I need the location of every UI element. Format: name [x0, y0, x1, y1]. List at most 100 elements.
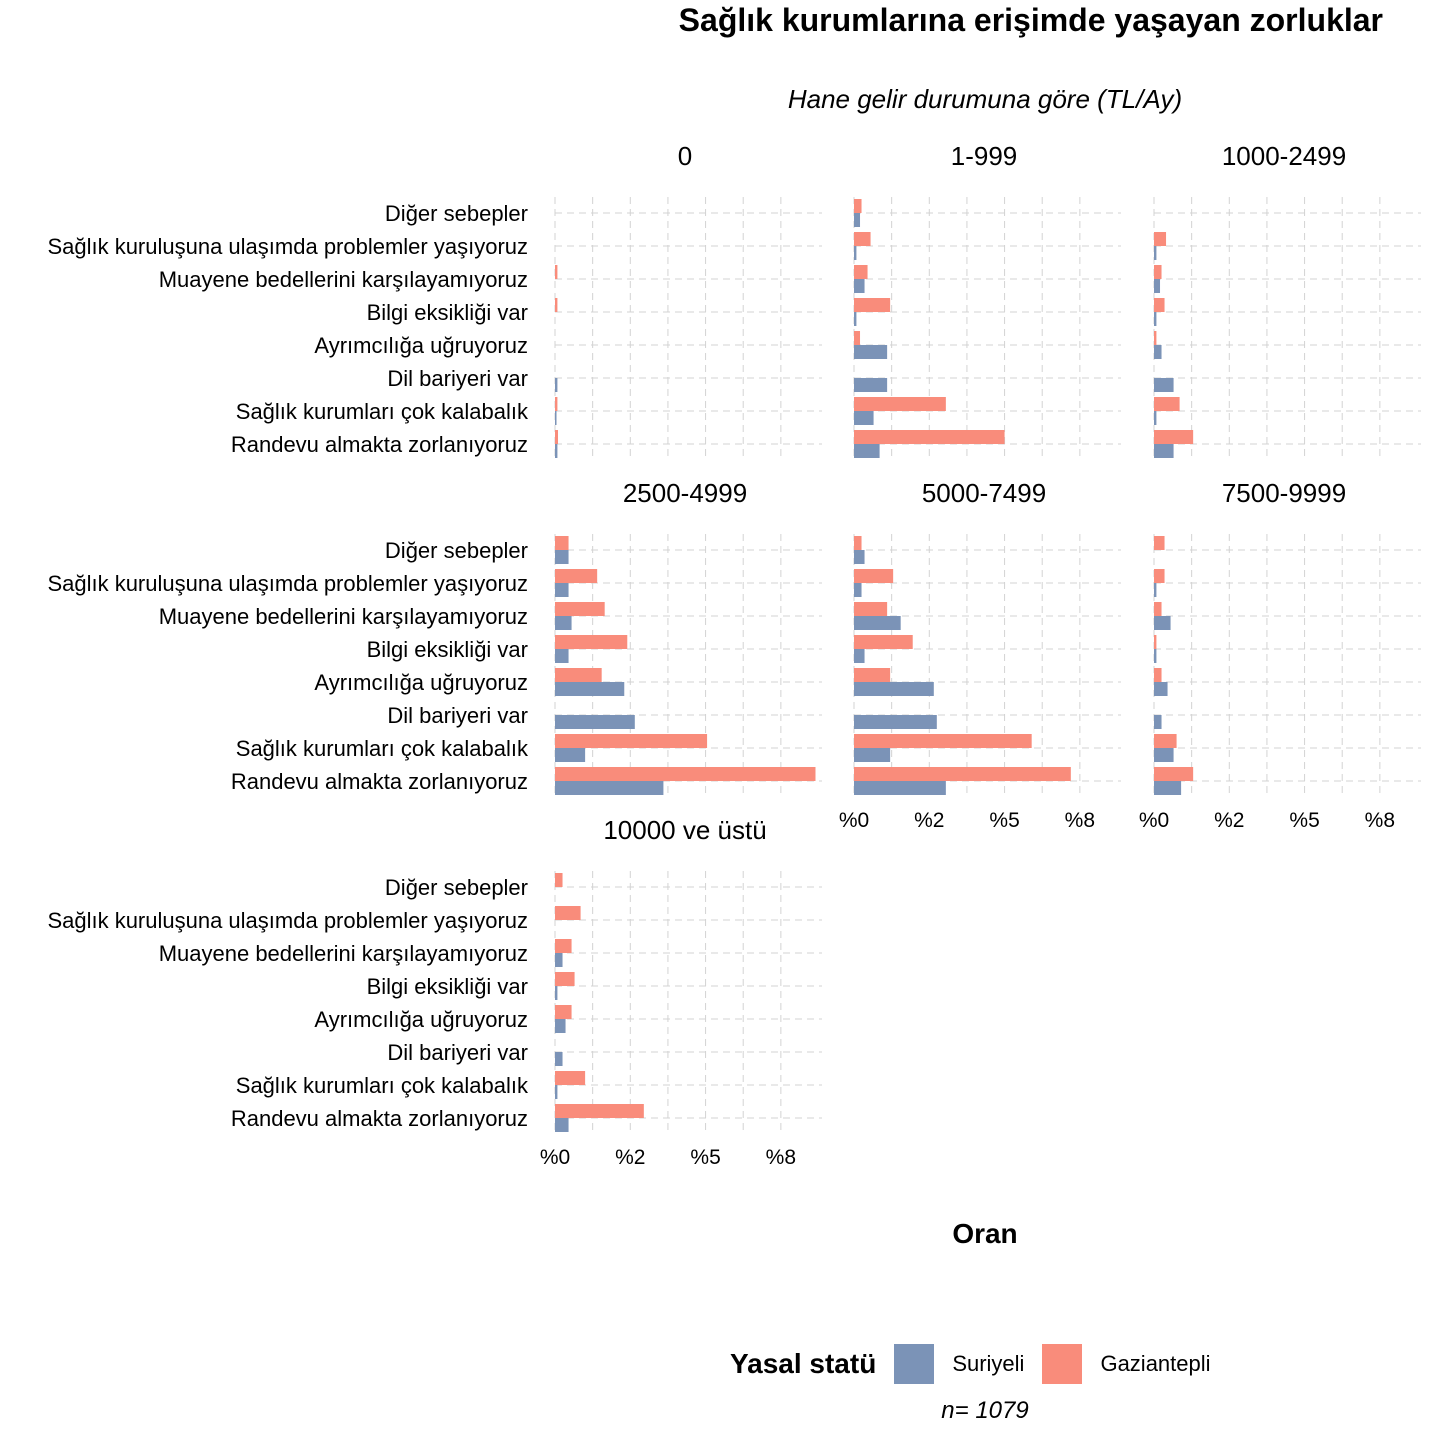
bar-suriyeli-10000-ve-st-1: [555, 1085, 558, 1099]
facet-label-7500-9999: 7500-9999: [1222, 478, 1346, 508]
x-tick-label: %8: [766, 1146, 796, 1169]
category-label-bilgi-eksikli-i-var: Bilgi eksikliği var: [367, 637, 528, 662]
bar-suriyeli-1-999-7: [854, 213, 861, 227]
category-label-ayr-mc-l-a-u-ruyoruz: Ayrımcılığa uğruyoruz: [314, 670, 528, 695]
category-label-randevu-almakta-zorlan-yoruz: Randevu almakta zorlanıyoruz: [231, 432, 528, 457]
bar-gaziantepli-1000-2499-5: [1154, 265, 1162, 279]
legend-swatch-gaziantepli: [1042, 1344, 1083, 1384]
category-label-randevu-almakta-zorlan-yoruz: Randevu almakta zorlanıyoruz: [231, 769, 528, 794]
bar-gaziantepli-1000-2499-4: [1154, 298, 1165, 312]
bar-gaziantepli-7500-9999-4: [1154, 635, 1157, 649]
legend-title: Yasal statü: [730, 1348, 877, 1379]
bar-suriyeli-10000-ve-st-3: [555, 1019, 566, 1033]
bar-gaziantepli-0-5: [555, 265, 558, 279]
category-label-randevu-almakta-zorlan-yoruz: Randevu almakta zorlanıyoruz: [231, 1106, 528, 1131]
bar-suriyeli-10000-ve-st-0: [555, 1118, 569, 1132]
bar-gaziantepli-7500-9999-1: [1154, 734, 1177, 748]
bar-gaziantepli-5000-7499-7: [854, 536, 862, 550]
bar-gaziantepli-1-999-1: [854, 397, 946, 411]
legend-item-gaziantepli: Gaziantepli: [1042, 1344, 1211, 1384]
legend-label-gaziantepli: Gaziantepli: [1100, 1351, 1211, 1376]
bar-suriyeli-5000-7499-0: [854, 781, 946, 795]
bar-suriyeli-10000-ve-st-4: [555, 986, 558, 1000]
bar-gaziantepli-0-0: [555, 430, 559, 444]
category-label-ayr-mc-l-a-u-ruyoruz: Ayrımcılığa uğruyoruz: [314, 1007, 528, 1032]
x-tick-label: %8: [1365, 809, 1395, 832]
legend-item-suriyeli: Suriyeli: [894, 1344, 1024, 1384]
bar-suriyeli-7500-9999-2: [1154, 715, 1162, 729]
facet-label-1000-2499: 1000-2499: [1222, 141, 1346, 171]
bar-gaziantepli-7500-9999-6: [1154, 569, 1165, 583]
x-tick-label: %5: [1289, 809, 1319, 832]
bar-suriyeli-2500-4999-4: [555, 649, 569, 663]
bar-gaziantepli-1-999-5: [854, 265, 868, 279]
bar-gaziantepli-10000-ve-st-0: [555, 1104, 644, 1118]
bar-suriyeli-1-999-0: [854, 444, 880, 458]
chart-subtitle: Hane gelir durumuna göre (TL/Ay): [787, 84, 1183, 114]
bar-gaziantepli-7500-9999-3: [1154, 668, 1162, 682]
category-label-muayene-bedellerini-kar-layam-yoruz: Muayene bedellerini karşılayamıyoruz: [159, 604, 528, 629]
bar-suriyeli-2500-4999-3: [555, 682, 625, 696]
bar-suriyeli-1-999-6: [854, 246, 857, 260]
category-label-di-er-sebepler: Diğer sebepler: [385, 538, 528, 563]
x-tick-label: %2: [1214, 809, 1244, 832]
bar-suriyeli-5000-7499-2: [854, 715, 937, 729]
bar-suriyeli-1000-2499-2: [1154, 378, 1174, 392]
bar-gaziantepli-2500-4999-4: [555, 635, 628, 649]
bar-gaziantepli-1-999-4: [854, 298, 891, 312]
bar-gaziantepli-2500-4999-6: [555, 569, 598, 583]
bar-suriyeli-10000-ve-st-5: [555, 953, 563, 967]
facet-label-0: 0: [678, 141, 692, 171]
bar-suriyeli-0-0: [555, 444, 558, 458]
category-label-bilgi-eksikli-i-var: Bilgi eksikliği var: [367, 974, 528, 999]
facet-label-2500-4999: 2500-4999: [623, 478, 747, 508]
x-tick-label: %5: [989, 809, 1019, 832]
bar-suriyeli-5000-7499-3: [854, 682, 934, 696]
category-label-sa-l-k-kurumlar-ok-kalabal-k: Sağlık kurumları çok kalabalık: [236, 1073, 529, 1098]
bar-gaziantepli-1-999-7: [854, 199, 862, 213]
x-tick-label: %0: [1139, 809, 1169, 832]
bar-gaziantepli-1000-2499-1: [1154, 397, 1180, 411]
bar-gaziantepli-10000-ve-st-5: [555, 939, 572, 953]
bar-gaziantepli-5000-7499-4: [854, 635, 913, 649]
bar-gaziantepli-2500-4999-5: [555, 602, 605, 616]
bar-suriyeli-7500-9999-4: [1154, 649, 1157, 663]
category-label-ayr-mc-l-a-u-ruyoruz: Ayrımcılığa uğruyoruz: [314, 333, 528, 358]
bar-gaziantepli-10000-ve-st-1: [555, 1071, 586, 1085]
bar-suriyeli-10000-ve-st-2: [555, 1052, 563, 1066]
bar-gaziantepli-0-1: [555, 397, 558, 411]
bar-suriyeli-7500-9999-5: [1154, 616, 1171, 630]
bar-suriyeli-5000-7499-7: [854, 550, 865, 564]
legend-swatch-suriyeli: [894, 1344, 935, 1384]
bar-gaziantepli-10000-ve-st-3: [555, 1005, 572, 1019]
bar-gaziantepli-5000-7499-3: [854, 668, 891, 682]
bar-gaziantepli-1-999-6: [854, 232, 871, 246]
bar-suriyeli-0-2: [555, 378, 558, 392]
category-label-dil-bariyeri-var: Dil bariyeri var: [387, 366, 528, 391]
bar-gaziantepli-1000-2499-3: [1154, 331, 1157, 345]
category-label-muayene-bedellerini-kar-layam-yoruz: Muayene bedellerini karşılayamıyoruz: [159, 267, 528, 292]
facet-label-5000-7499: 5000-7499: [922, 478, 1046, 508]
bar-gaziantepli-2500-4999-7: [555, 536, 569, 550]
bar-gaziantepli-7500-9999-7: [1154, 536, 1165, 550]
bar-suriyeli-1000-2499-0: [1154, 444, 1174, 458]
bar-suriyeli-2500-4999-0: [555, 781, 664, 795]
x-tick-label: %5: [690, 1146, 720, 1169]
bar-suriyeli-2500-4999-6: [555, 583, 569, 597]
bar-suriyeli-1-999-4: [854, 312, 857, 326]
x-axis-label: Oran: [952, 1218, 1018, 1249]
chart-title: Sağlık kurumlarına erişimde yaşayan zorl…: [678, 2, 1383, 38]
bar-suriyeli-1-999-3: [854, 345, 888, 359]
bar-gaziantepli-10000-ve-st-6: [555, 906, 581, 920]
facet-label-1-999: 1-999: [951, 141, 1018, 171]
bar-suriyeli-2500-4999-1: [555, 748, 586, 762]
bar-suriyeli-2500-4999-5: [555, 616, 572, 630]
bar-gaziantepli-10000-ve-st-7: [555, 873, 563, 887]
category-label-sa-l-k-kurulu-una-ula-mda-problemler-ya-yoruz: Sağlık kuruluşuna ulaşımda problemler ya…: [47, 571, 528, 596]
bar-suriyeli-1000-2499-3: [1154, 345, 1162, 359]
bar-suriyeli-5000-7499-1: [854, 748, 891, 762]
bar-gaziantepli-7500-9999-0: [1154, 767, 1194, 781]
legend-label-suriyeli: Suriyeli: [952, 1351, 1025, 1376]
bar-suriyeli-1-999-5: [854, 279, 865, 293]
